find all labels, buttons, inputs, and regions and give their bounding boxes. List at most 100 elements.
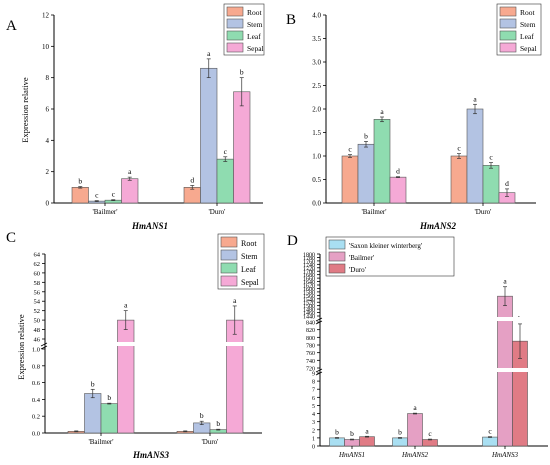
significance-letter: a [128,167,132,176]
bar [482,165,500,204]
significance-letter: c [457,144,461,153]
legend-label: Sepal [247,44,264,53]
y-tick-label: 2 [46,168,50,176]
y-tick-label: 8 [312,380,315,386]
significance-letter: a [380,107,384,116]
legend-label: Root [247,8,263,17]
significance-letter: b [335,427,339,436]
legend-label: 'Duro' [349,266,366,274]
legend-swatch [220,275,238,287]
x-category-label: 'Duro' [209,208,226,216]
significance-letter: b [350,429,354,438]
significance-letter: a [413,403,417,412]
bar [117,319,135,434]
y-tick-label: 5 [312,404,315,410]
y-tick-label: 1.0 [32,347,40,354]
bar [357,143,375,204]
significance-letter: d [190,175,194,184]
bar [344,439,360,447]
y-tick-label: 0.8 [32,363,40,370]
legend-label: 'Bailmer' [349,254,374,262]
y-tick-label: 1580 [303,290,315,296]
y-tick-label: 1660 [303,277,315,283]
legend-label: Stem [241,252,258,261]
y-tick-label: 1680 [303,273,315,279]
axis-break-mark [315,371,323,376]
y-tick-label: 10 [42,43,50,51]
y-tick-label: 1800 [303,253,315,259]
significance-letter: d [505,179,509,188]
x-category-label: 'Duro' [475,208,492,216]
significance-letter: b [107,393,111,402]
y-tick-label: 0.0 [32,431,40,438]
bar [329,437,345,447]
x-axis-title: HmANS1 [131,221,168,231]
legend-swatch [226,42,244,53]
y-tick-label: 1560 [303,294,315,300]
y-tick-label: 3 [312,420,315,426]
legend-label: Root [241,239,257,248]
legend-label: Sepal [520,44,537,53]
x-category-label: HmANS2 [401,451,429,459]
y-tick-label: 1720 [303,266,315,272]
x-axis-title: HmANS2 [419,221,457,231]
legend-swatch [220,249,238,261]
axis-break-mark [40,342,48,347]
y-tick-label: 3.5 [312,35,321,43]
y-tick-label: 4.0 [312,12,321,20]
y-tick-label: 60 [34,270,41,277]
panel-letter: A [6,18,17,34]
axis-break-mark [315,368,323,373]
significance-letter: b [78,177,82,186]
y-tick-label: 760 [306,351,315,357]
y-tick-label: 2.5 [312,82,321,90]
bar [233,91,251,204]
x-category-label: 'Bailmer' [361,208,386,216]
y-tick-label: 46 [34,337,41,344]
y-tick-label: 1700 [303,270,315,276]
bar [389,176,407,204]
y-tick-label: 2.0 [312,106,321,114]
significance-letter: a [233,296,237,305]
bar [121,178,139,204]
panel-letter: D [287,233,298,249]
y-tick-label: 62 [34,261,41,268]
significance-letter: a [503,277,507,286]
panel-letter: B [286,12,296,28]
y-tick-label: 6 [312,396,315,402]
y-tick-label: 12 [42,12,50,20]
y-tick-label: 1740 [303,263,315,269]
legend-label: Leaf [241,265,256,274]
legend-swatch [499,42,517,53]
significance-letter: b [216,419,220,428]
y-tick-label: 4 [312,412,315,418]
axis-break-mark [315,317,323,322]
significance-letter: b [200,411,204,420]
bar [450,155,468,204]
significance-letter: a [473,94,477,103]
panel-letter: C [6,230,16,246]
bar [200,67,218,204]
axis-break-mark [315,320,323,325]
y-tick-label: 0.6 [32,380,41,387]
bar [341,155,359,204]
legend-label: Root [520,8,536,17]
bar [482,436,498,447]
y-tick-label: 1780 [303,256,315,262]
y-tick-label: 64 [34,252,41,259]
x-category-label: 'Bailmer' [92,208,117,216]
y-tick-label: 4 [46,137,50,145]
legend-label: Stem [247,20,263,29]
y-tick-label: 780 [306,344,315,350]
legend-label: 'Saxon kleiner winterberg' [349,242,422,250]
axis-break-band [321,317,547,321]
significance-letter: b [398,427,402,436]
legend-swatch [220,236,238,248]
bar [183,187,201,204]
y-tick-label: 1480 [303,308,315,314]
y-tick-label: 1600 [303,287,315,293]
y-tick-label: 0.0 [312,200,321,208]
y-tick-label: 1.0 [312,153,321,161]
y-tick-label: 1500 [303,304,315,310]
bar [466,108,484,204]
